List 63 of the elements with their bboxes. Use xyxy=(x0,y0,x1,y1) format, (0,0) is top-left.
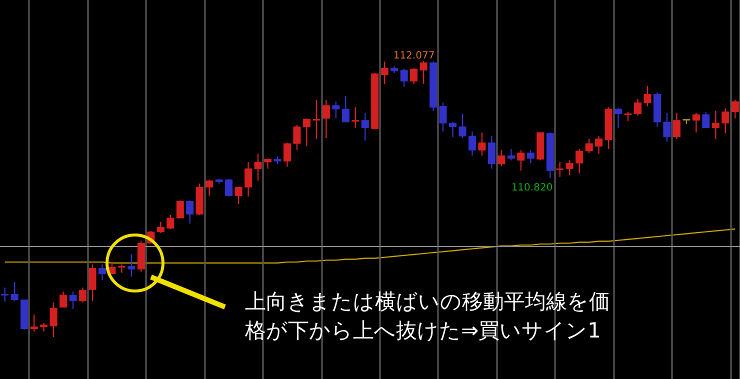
candlestick xyxy=(10,282,18,302)
candlestick xyxy=(624,111,632,122)
candlestick xyxy=(1,287,9,302)
candlestick xyxy=(644,85,652,107)
candlestick xyxy=(206,179,214,196)
candlestick xyxy=(293,124,301,151)
candlestick xyxy=(186,200,194,224)
candlestick xyxy=(526,150,534,164)
candlestick xyxy=(595,135,603,154)
candlestick xyxy=(731,99,739,120)
candlestick xyxy=(30,314,38,332)
candlestick xyxy=(50,302,58,338)
candlestick xyxy=(302,118,310,147)
candlestick xyxy=(118,264,126,274)
candlestick xyxy=(507,148,515,161)
annotation: 112.077 xyxy=(393,50,435,62)
candlestick xyxy=(98,264,106,281)
candlestick xyxy=(176,200,184,219)
candlestick xyxy=(380,60,388,85)
candlestick xyxy=(634,98,642,116)
candlestick xyxy=(614,108,622,128)
annotation: 110.820 xyxy=(511,182,553,194)
candlestick xyxy=(410,68,418,85)
candlestick xyxy=(400,68,408,88)
candlestick xyxy=(254,153,262,182)
candlestick xyxy=(672,112,680,140)
candlestick xyxy=(79,287,87,304)
candlestick xyxy=(128,254,136,278)
annotation: 上向きまたは横ばいの移動平均線を価格が下から上へ抜けた⇒買いサイン1 xyxy=(244,290,610,342)
candlestick xyxy=(468,130,476,156)
candlestick xyxy=(585,138,593,154)
candlestick xyxy=(722,108,730,134)
candlestick xyxy=(449,121,457,138)
candlestick xyxy=(88,264,96,302)
candlestick xyxy=(663,112,671,142)
candlestick xyxy=(488,135,496,170)
candlestick xyxy=(60,290,68,308)
candlestick xyxy=(361,112,369,142)
candlestick xyxy=(312,99,320,140)
candlestick xyxy=(517,150,525,172)
candlestick xyxy=(156,221,164,234)
candlestick xyxy=(225,178,233,198)
candlestick xyxy=(69,290,77,310)
candlestick xyxy=(342,95,350,123)
candlestick xyxy=(264,158,272,170)
candlestick xyxy=(712,110,720,140)
candlestick xyxy=(332,100,340,120)
candlestick xyxy=(556,161,564,178)
candlestick xyxy=(478,132,486,156)
candlestick xyxy=(244,161,252,198)
candlestick xyxy=(439,102,447,132)
candlestick xyxy=(283,142,291,168)
candlestick xyxy=(692,112,700,134)
candlestick xyxy=(420,60,428,85)
candlestick xyxy=(498,150,506,166)
candlestick xyxy=(702,111,710,128)
candlestick xyxy=(352,106,360,128)
candlestick xyxy=(234,186,242,205)
candlestick xyxy=(458,113,466,139)
candlestick xyxy=(566,160,574,176)
candlestick xyxy=(322,99,330,139)
candlestick xyxy=(166,214,174,230)
candlestick xyxy=(576,148,584,174)
